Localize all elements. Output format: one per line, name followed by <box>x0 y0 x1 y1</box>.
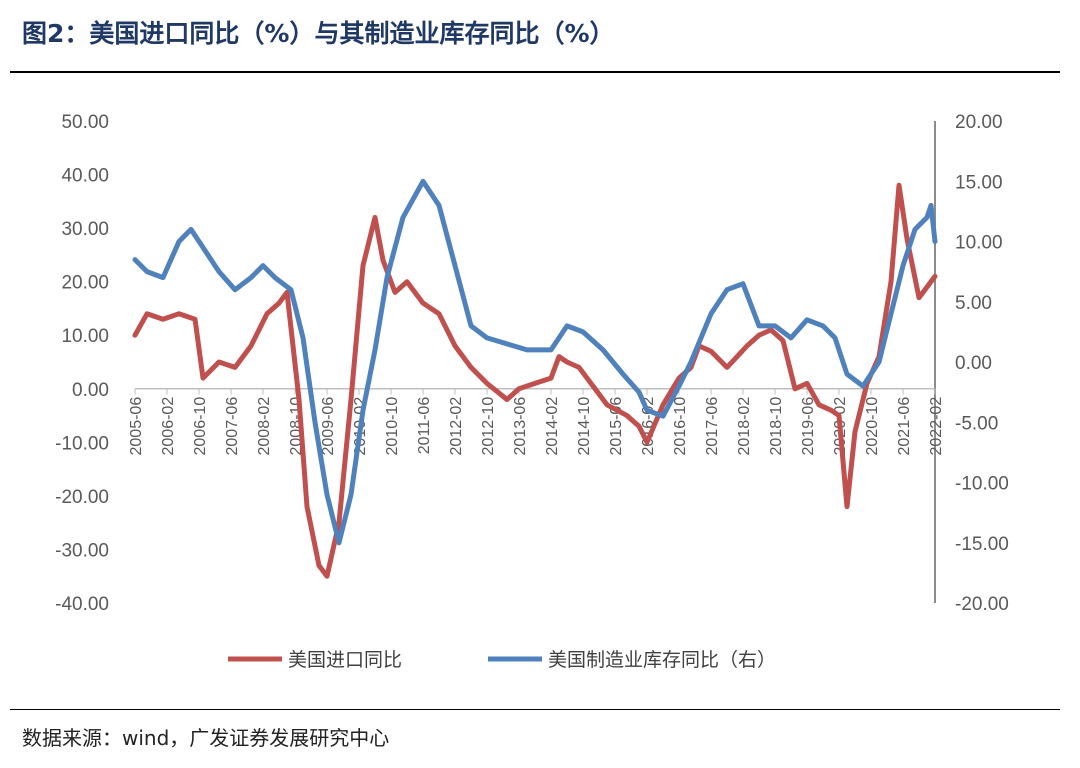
x-tick-label: 2011-06 <box>416 397 433 455</box>
x-tick-label: 2022-02 <box>928 397 945 456</box>
y-left-tick-label: 0.00 <box>72 380 109 401</box>
y-left-tick-label: -30.00 <box>55 540 109 561</box>
y-right-tick-label: 20.00 <box>955 112 1003 133</box>
x-tick-label: 2007-06 <box>224 397 241 456</box>
legend-label: 美国进口同比 <box>288 649 402 671</box>
x-tick-label: 2012-02 <box>448 397 465 456</box>
x-tick-label: 2012-10 <box>480 397 497 456</box>
y-left-tick-label: -20.00 <box>55 487 109 508</box>
plot-area <box>132 178 938 579</box>
y-left-tick-label: -40.00 <box>55 594 109 615</box>
y-right-tick-label: -15.00 <box>955 534 1009 555</box>
y-left-tick-label: 20.00 <box>61 273 109 294</box>
series-line-us-imports-yoy <box>132 182 938 579</box>
x-tick-label: 2018-10 <box>768 397 785 456</box>
y-right-tick-label: -5.00 <box>955 413 998 434</box>
legend-label: 美国制造业库存同比（右） <box>548 649 776 671</box>
y-left-tick-label: 50.00 <box>61 112 109 133</box>
y-right-tick-label: 10.00 <box>955 233 1003 254</box>
x-tick-label: 2018-02 <box>736 397 753 456</box>
y-left-tick-label: 40.00 <box>61 166 109 187</box>
dual-axis-line-chart: 50.00 40.00 30.00 20.00 10.00 0.00 -10.00 -20.0… <box>55 112 1009 671</box>
y-right-tick-label: -10.00 <box>955 474 1009 495</box>
x-tick-label: 2008-02 <box>256 397 273 456</box>
figure-title: 图2：美国进口同比（%）与其制造业库存同比（%） <box>22 19 615 48</box>
chart-axes: 50.00 40.00 30.00 20.00 10.00 0.00 -10.00 -20.0… <box>55 112 1009 615</box>
x-tick-label: 2013-06 <box>512 397 529 456</box>
x-tick-label: 2006-10 <box>192 397 209 456</box>
y-left-tick-label: -10.00 <box>55 433 109 454</box>
y-right-tick-label: -20.00 <box>955 594 1009 615</box>
chart-legend: 美国进口同比 美国制造业库存同比（右） <box>228 649 776 671</box>
x-tick-label: 2005-06 <box>128 397 145 456</box>
x-tick-label: 2021-06 <box>896 397 913 456</box>
x-tick-label: 2009-06 <box>320 397 337 456</box>
y-left-tick-label: 30.00 <box>61 219 109 240</box>
source-note: 数据来源：wind，广发证券发展研究中心 <box>22 726 390 750</box>
x-tick-label: 2010-10 <box>384 397 401 456</box>
y-left-tick-label: 10.00 <box>61 326 109 347</box>
y-right-tick-label: 5.00 <box>955 293 992 314</box>
y-right-tick-label: 0.00 <box>955 353 992 374</box>
x-tick-label: 2014-02 <box>544 397 561 456</box>
title-divider <box>10 71 1060 73</box>
source-divider <box>10 709 1060 710</box>
series-line-us-manufacturing-inventory-yoy <box>132 178 938 546</box>
x-tick-label: 2016-10 <box>672 397 689 456</box>
x-tick-label: 2020-10 <box>864 397 881 456</box>
x-tick-label: 2006-02 <box>160 397 177 456</box>
x-tick-label: 2017-06 <box>704 397 721 456</box>
y-right-tick-label: 15.00 <box>955 172 1003 193</box>
x-tick-label: 2019-06 <box>800 397 817 456</box>
x-tick-label: 2014-10 <box>576 397 593 456</box>
